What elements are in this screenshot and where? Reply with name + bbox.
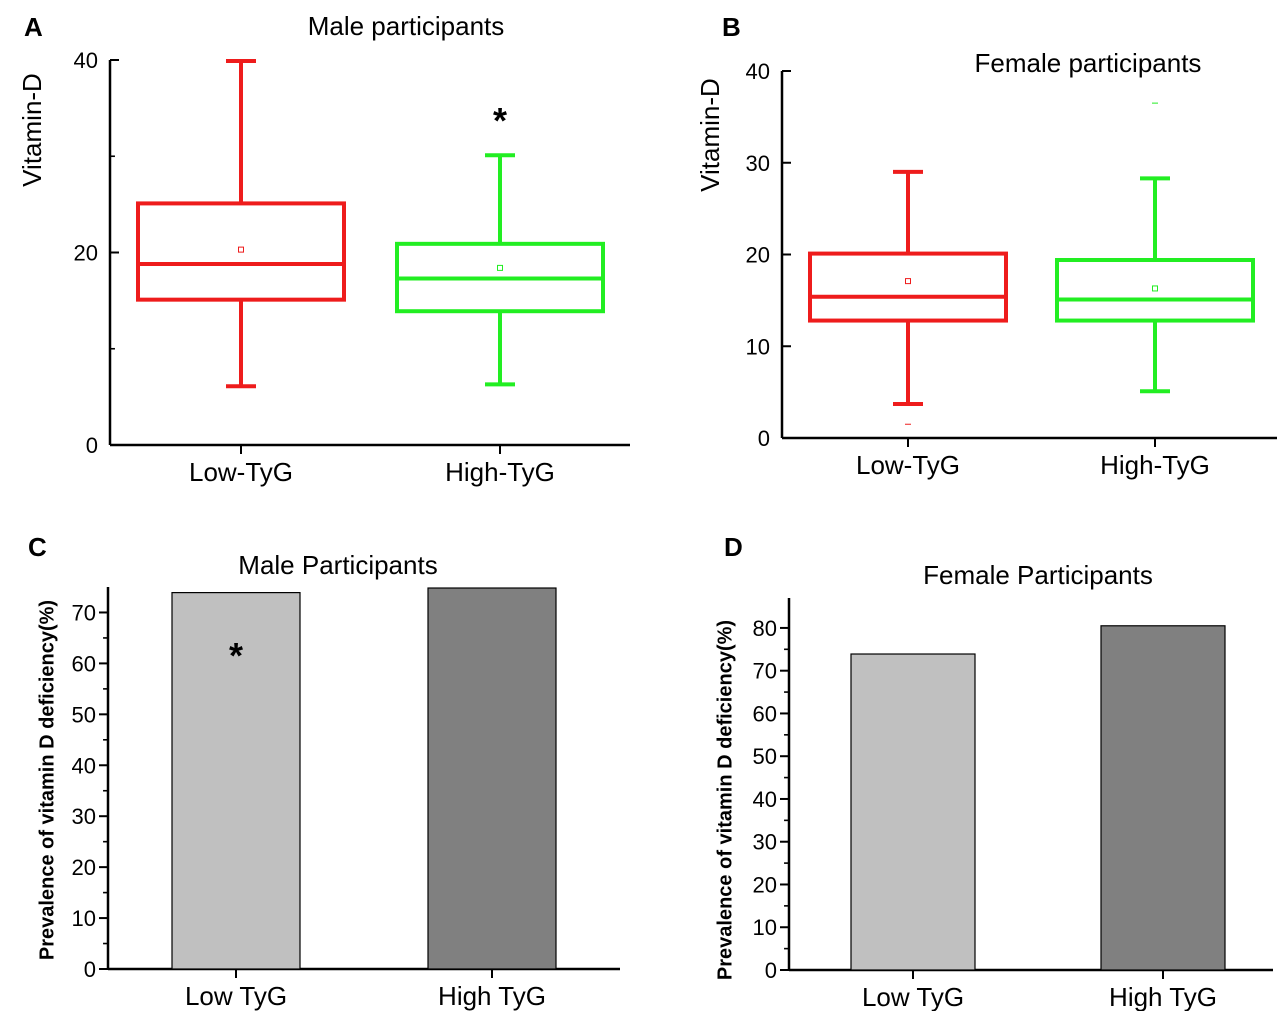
box-iqr <box>1055 258 1255 323</box>
y-tick-label: 70 <box>753 659 777 684</box>
panel-title-d: Female Participants <box>923 560 1153 590</box>
y-tick-label: 0 <box>84 957 96 982</box>
mean-marker <box>238 246 244 253</box>
panel-d: D Female Participants 0 10 20 30 40 50 60 70 80 L… <box>714 532 1273 1011</box>
y-tick-label: 30 <box>746 151 770 176</box>
y-tick-label: 40 <box>746 59 770 84</box>
panel-a: A Male participants 0 20 40 Low-TyG High-TyG… <box>17 11 630 487</box>
box-iqr <box>808 251 1008 323</box>
y-tick-label: 80 <box>753 616 777 641</box>
y-tick-label: 30 <box>72 804 96 829</box>
box-iqr <box>136 201 346 302</box>
y-tick-label: 50 <box>753 744 777 769</box>
x-tick-label: Low TyG <box>862 982 964 1011</box>
y-tick-label: 20 <box>746 243 770 268</box>
y-axis-label: Vitamin-D <box>17 73 47 187</box>
box-low-tyg <box>808 169 1008 425</box>
significance-marker: * <box>493 100 507 141</box>
panel-b: B Female participants 0 10 20 30 40 Low-TyG Hi… <box>695 12 1277 480</box>
y-tick-label: 20 <box>74 241 98 266</box>
x-tick-label: High-TyG <box>1100 450 1210 480</box>
y-tick-label: 0 <box>765 958 777 983</box>
y-axis-label: Vitamin-D <box>695 78 725 192</box>
mean-marker <box>905 278 911 285</box>
panel-letter-a: A <box>24 12 43 42</box>
bar-high-tyg <box>427 587 557 970</box>
panel-title-a: Male participants <box>308 11 505 41</box>
y-axis-label: Prevalence of vitamin D deficiency(%) <box>36 600 58 960</box>
box-high-tyg <box>1055 102 1255 394</box>
significance-marker: * <box>229 635 243 676</box>
panel-title-c: Male Participants <box>238 550 437 580</box>
mean-marker <box>1152 285 1158 292</box>
y-tick-label: 10 <box>72 906 96 931</box>
y-tick-label: 70 <box>72 600 96 625</box>
x-tick-label: Low TyG <box>185 981 287 1011</box>
bar-high-tyg <box>1100 625 1226 971</box>
x-tick-label: High-TyG <box>445 457 555 487</box>
y-tick-label: 10 <box>753 915 777 940</box>
x-tick-label: Low-TyG <box>189 457 293 487</box>
y-tick-label: 50 <box>72 702 96 727</box>
panel-letter-c: C <box>28 532 47 562</box>
y-tick-label: 10 <box>746 334 770 359</box>
panel-title-b: Female participants <box>975 48 1202 78</box>
y-tick-label: 40 <box>72 753 96 778</box>
y-tick-label: 60 <box>753 701 777 726</box>
box-high-tyg <box>395 153 605 387</box>
y-tick-label: 20 <box>72 855 96 880</box>
y-tick-label: 40 <box>74 48 98 73</box>
y-tick-label: 0 <box>758 426 770 451</box>
y-tick-label: 20 <box>753 872 777 897</box>
bar-low-tyg <box>171 592 301 970</box>
x-tick-label: High TyG <box>438 981 546 1011</box>
y-tick-label: 30 <box>753 830 777 855</box>
panel-letter-d: D <box>724 532 743 562</box>
y-tick-label: 60 <box>72 651 96 676</box>
y-tick-label: 0 <box>86 433 98 458</box>
mean-marker <box>497 264 503 271</box>
panel-c: C Male Participants 0 10 20 30 40 50 60 70 Low T… <box>28 532 620 1011</box>
x-tick-label: Low-TyG <box>856 450 960 480</box>
x-tick-label: High TyG <box>1109 982 1217 1011</box>
box-low-tyg <box>136 58 346 389</box>
bar-low-tyg <box>850 653 976 971</box>
panel-letter-b: B <box>722 12 741 42</box>
y-tick-label: 40 <box>753 787 777 812</box>
y-axis-label: Prevalence of vitamin D deficiency(%) <box>714 620 736 980</box>
